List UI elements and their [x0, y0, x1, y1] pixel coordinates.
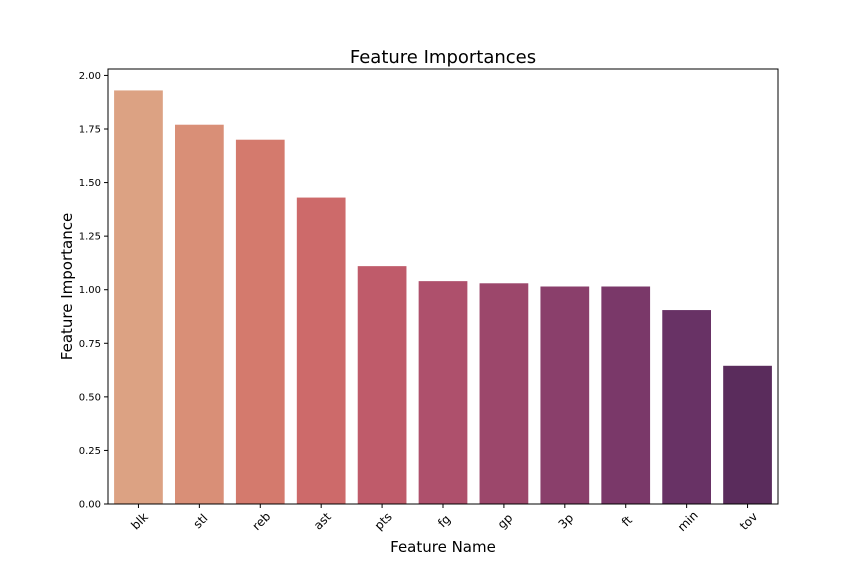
- x-tick-label-reb: reb: [250, 509, 274, 533]
- y-axis: 0.00 0.25 0.50 0.75 1.00 1.25 1.50 1.75 2.00: [79, 71, 108, 511]
- x-axis-title: Feature Name: [390, 538, 496, 556]
- bar-blk: [114, 90, 163, 505]
- y-tick-label: 0.25: [79, 446, 101, 457]
- x-tick-label-min: min: [675, 508, 701, 534]
- y-tick-label: 1.00: [79, 285, 101, 296]
- bars-group: [114, 90, 772, 505]
- bar-gp: [479, 283, 529, 504]
- bar-ast: [296, 197, 346, 504]
- x-tick-label-fg: fg: [435, 512, 453, 530]
- bar-ft: [601, 286, 651, 504]
- x-tick-label-stl: stl: [191, 511, 211, 531]
- y-tick-label: 2.00: [79, 71, 101, 82]
- x-tick-label-3p: 3p: [556, 511, 577, 532]
- bar-stl: [175, 124, 224, 505]
- y-tick-label: 1.75: [79, 125, 101, 136]
- x-tick-label-ft: ft: [619, 513, 635, 529]
- chart-title: Feature Importances: [350, 47, 536, 68]
- x-tick-label-gp: gp: [495, 511, 516, 532]
- bar-3p: [540, 286, 590, 504]
- y-tick-label: 0.75: [79, 339, 101, 350]
- x-tick-label-pts: pts: [372, 510, 395, 533]
- x-tick-label-blk: blk: [128, 510, 151, 533]
- bar-reb: [235, 139, 285, 504]
- bar-min: [662, 310, 711, 504]
- y-tick-label: 0.00: [79, 500, 101, 511]
- bar-pts: [357, 266, 407, 504]
- x-axis: blk stl reb ast pts fg gp 3p ft min tov: [128, 504, 760, 534]
- bar-fg: [418, 281, 468, 504]
- y-tick-label: 1.50: [79, 178, 101, 189]
- y-tick-label: 1.25: [79, 232, 101, 243]
- x-tick-label-tov: tov: [737, 509, 760, 532]
- bar-tov: [723, 365, 772, 504]
- y-tick-label: 0.50: [79, 392, 101, 403]
- y-axis-title: Feature Importance: [58, 213, 76, 360]
- x-tick-label-ast: ast: [311, 510, 334, 533]
